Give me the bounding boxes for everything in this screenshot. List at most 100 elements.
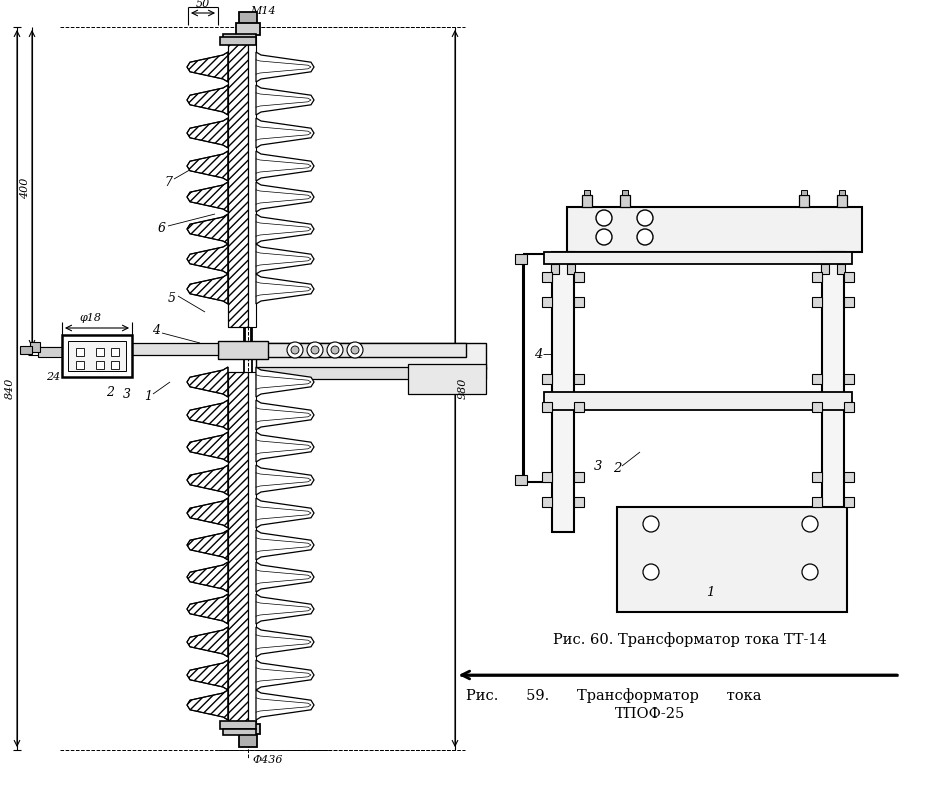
Bar: [248, 372, 256, 722]
Bar: [62, 343, 218, 355]
Bar: [844, 402, 854, 412]
Circle shape: [307, 342, 323, 358]
Bar: [620, 195, 630, 207]
Bar: [574, 297, 584, 307]
Text: 4: 4: [152, 323, 160, 337]
Text: Φ436: Φ436: [253, 755, 283, 765]
Bar: [542, 374, 552, 384]
Bar: [239, 12, 257, 25]
Bar: [844, 497, 854, 507]
Polygon shape: [256, 52, 314, 82]
Bar: [96, 348, 104, 356]
Bar: [812, 402, 822, 412]
Text: Рис. 60. Трансформатор тока ТТ-14: Рис. 60. Трансформатор тока ТТ-14: [553, 633, 827, 648]
Bar: [236, 724, 260, 734]
Text: φ18: φ18: [79, 313, 101, 323]
Text: 400: 400: [20, 178, 30, 199]
Bar: [822, 252, 844, 532]
Bar: [223, 34, 256, 39]
Circle shape: [802, 516, 818, 532]
Polygon shape: [256, 562, 314, 592]
Bar: [542, 402, 552, 412]
Polygon shape: [187, 214, 228, 244]
Text: 3: 3: [123, 389, 131, 401]
Bar: [837, 264, 845, 274]
Bar: [223, 729, 256, 735]
Bar: [228, 372, 248, 722]
Circle shape: [802, 564, 818, 580]
Polygon shape: [256, 85, 314, 115]
Text: 5: 5: [168, 293, 176, 305]
Text: 1: 1: [144, 390, 152, 404]
Bar: [236, 23, 260, 35]
Bar: [220, 721, 256, 729]
Bar: [62, 335, 132, 377]
Bar: [574, 272, 584, 282]
Bar: [584, 190, 590, 195]
Bar: [256, 343, 466, 357]
Polygon shape: [187, 400, 228, 430]
Circle shape: [311, 346, 319, 354]
Polygon shape: [256, 367, 314, 397]
Circle shape: [291, 346, 299, 354]
Bar: [574, 472, 584, 482]
Bar: [812, 497, 822, 507]
Polygon shape: [187, 274, 228, 304]
Text: 6: 6: [158, 223, 166, 235]
Circle shape: [643, 564, 659, 580]
Text: 24: 24: [46, 372, 60, 382]
Polygon shape: [187, 367, 228, 397]
Bar: [799, 195, 809, 207]
Bar: [68, 341, 126, 371]
Bar: [574, 402, 584, 412]
Bar: [96, 361, 104, 369]
Polygon shape: [256, 118, 314, 148]
Bar: [248, 37, 256, 327]
Bar: [30, 342, 40, 352]
Polygon shape: [187, 660, 228, 690]
Bar: [515, 475, 527, 485]
Bar: [844, 472, 854, 482]
Polygon shape: [256, 182, 314, 212]
Polygon shape: [187, 151, 228, 181]
Bar: [844, 272, 854, 282]
Polygon shape: [256, 530, 314, 560]
Polygon shape: [256, 214, 314, 244]
Bar: [544, 252, 852, 264]
Polygon shape: [256, 594, 314, 624]
Bar: [582, 195, 592, 207]
Bar: [38, 347, 63, 357]
Polygon shape: [256, 627, 314, 657]
Circle shape: [331, 346, 339, 354]
Bar: [408, 364, 486, 394]
Bar: [839, 190, 845, 195]
Polygon shape: [187, 627, 228, 657]
Text: ТПОФ-25: ТПОФ-25: [615, 707, 685, 721]
Bar: [812, 374, 822, 384]
Bar: [111, 361, 119, 369]
Bar: [821, 264, 829, 274]
Bar: [812, 297, 822, 307]
Bar: [844, 374, 854, 384]
Bar: [812, 272, 822, 282]
Bar: [20, 346, 32, 354]
Circle shape: [287, 342, 303, 358]
Text: 2: 2: [612, 463, 622, 475]
Text: 840: 840: [5, 378, 15, 399]
Circle shape: [596, 210, 612, 226]
Polygon shape: [256, 465, 314, 495]
Polygon shape: [187, 594, 228, 624]
Text: 4: 4: [534, 348, 542, 360]
Polygon shape: [256, 244, 314, 274]
Bar: [111, 348, 119, 356]
Bar: [567, 264, 575, 274]
Bar: [220, 37, 256, 45]
Bar: [622, 190, 628, 195]
Polygon shape: [187, 465, 228, 495]
Bar: [837, 195, 847, 207]
Bar: [542, 272, 552, 282]
Bar: [218, 341, 268, 359]
Bar: [515, 254, 527, 264]
Polygon shape: [187, 530, 228, 560]
Circle shape: [596, 229, 612, 245]
